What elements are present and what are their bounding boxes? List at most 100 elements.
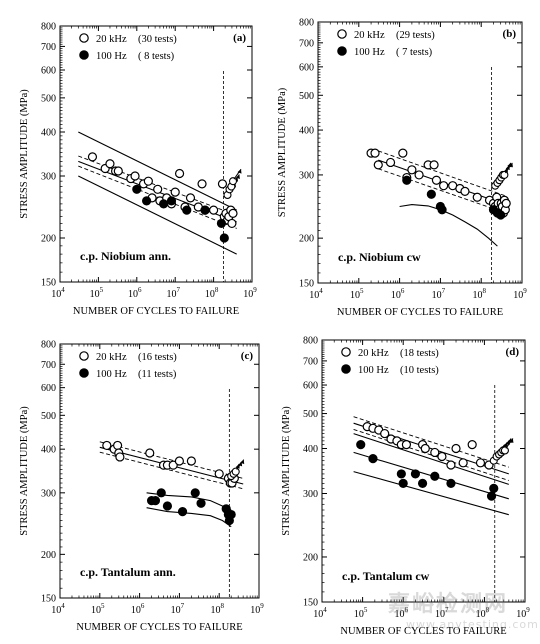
data-point-20khz (398, 148, 408, 158)
x-tick-label: 105 (90, 286, 104, 300)
data-point-20khz (501, 198, 511, 208)
data-point-20khz (467, 440, 477, 450)
data-point-20khz (209, 205, 219, 215)
x-tick-exponent: 4 (61, 286, 65, 294)
runout-arrowhead (240, 459, 245, 465)
material-label: c.p. Tantalum ann. (80, 565, 176, 579)
data-point-100hz (496, 210, 506, 220)
y-tick-label: 300 (299, 170, 314, 181)
data-point-100hz (190, 488, 200, 498)
x-tick-exponent: 9 (260, 602, 264, 610)
x-axis-label: NUMBER OF CYCLES TO FAILURE (337, 307, 503, 318)
x-tick-label: 107 (166, 286, 180, 300)
panel-label: (d) (506, 346, 520, 358)
x-tick-label: 106 (391, 287, 405, 301)
legend-test-count: (16 tests) (138, 352, 177, 363)
y-tick-label: 400 (303, 444, 318, 455)
chart-panel-1: 150 200 300 400 500 600 700 800 104 105 106 107 108 1… (19, 22, 257, 318)
data-point-20khz (153, 184, 163, 194)
confidence-band-line (378, 150, 506, 197)
x-tick-exponent: 6 (138, 286, 142, 294)
data-point-20khz (458, 458, 468, 468)
y-tick-label: 800 (41, 340, 56, 351)
y-tick-label: 200 (299, 234, 314, 245)
y-tick-label: 200 (303, 552, 318, 563)
x-axis-label: NUMBER OF CYCLES TO FAILURE (340, 626, 506, 637)
legend-marker (79, 368, 89, 378)
runout-point (500, 446, 509, 455)
data-point-20khz (105, 159, 115, 169)
panel-label: (a) (233, 32, 246, 44)
data-point-20khz (174, 168, 185, 179)
data-point-100hz (430, 471, 440, 481)
legend-marker (341, 347, 351, 357)
y-tick-label: 700 (41, 42, 56, 53)
legend-label: 100 Hz (96, 369, 127, 380)
x-tick-label: 108 (472, 287, 486, 301)
legend-test-count: ( 7 tests) (396, 47, 433, 58)
runout-point (231, 467, 240, 476)
x-tick-label: 106 (131, 602, 145, 616)
y-tick-label: 500 (303, 409, 318, 420)
data-point-100hz (426, 189, 436, 199)
data-point-20khz (380, 428, 390, 439)
y-tick-label: 500 (299, 91, 314, 102)
data-point-100hz (166, 196, 177, 206)
watermark-line-1: 嘉峪检测网 (388, 592, 509, 617)
legend-label: 100 Hz (354, 47, 385, 58)
x-tick-exponent: 8 (486, 606, 490, 614)
data-point-20khz (437, 451, 447, 462)
x-axis-label: NUMBER OF CYCLES TO FAILURE (73, 306, 239, 317)
data-point-100hz (216, 218, 227, 229)
legend-test-count: ( 8 tests) (138, 51, 175, 62)
legend-marker (337, 29, 347, 39)
legend-test-count: (18 tests) (400, 348, 439, 359)
chart-panel-3: 150 200 300 400 500 600 700 800 104 105 106 107 108 1… (19, 340, 264, 634)
material-label: c.p. Tantalum cw (342, 569, 430, 583)
legend-label: 100 Hz (96, 51, 127, 62)
x-tick-label: 105 (350, 287, 364, 301)
y-tick-label: 600 (299, 62, 314, 73)
data-point-20khz (143, 176, 153, 186)
x-tick-exponent: 9 (253, 286, 257, 294)
data-point-100hz (396, 469, 406, 479)
y-tick-label: 700 (303, 356, 318, 367)
data-point-100hz (417, 478, 428, 489)
x-tick-label: 107 (432, 287, 446, 301)
y-tick-label: 400 (41, 128, 56, 139)
x-axis-label: NUMBER OF CYCLES TO FAILURE (76, 622, 242, 633)
data-point-20khz (227, 218, 237, 229)
data-point-100hz (132, 184, 142, 194)
y-tick-label: 800 (299, 18, 314, 29)
data-point-20khz (460, 186, 470, 196)
data-point-20khz (102, 440, 112, 451)
data-point-100hz (219, 233, 229, 243)
x-tick-label: 108 (210, 602, 224, 616)
data-point-20khz (401, 440, 412, 450)
data-point-100hz (177, 507, 188, 517)
plot-frame (59, 25, 253, 283)
y-tick-label: 600 (41, 383, 56, 394)
data-point-20khz (217, 179, 228, 189)
legend-label: 20 kHz (358, 348, 389, 359)
data-point-100hz (150, 496, 161, 506)
x-tick-exponent: 9 (523, 287, 527, 295)
chart-panel-2: 150 200 300 400 500 600 700 800 104 105 106 107 108 1… (277, 18, 527, 319)
y-axis-label: STRESS AMPLITUDE (MPa) (19, 89, 30, 219)
y-tick-label: 400 (299, 126, 314, 137)
data-point-20khz (407, 165, 417, 175)
data-point-100hz (402, 175, 412, 185)
data-point-100hz (446, 478, 456, 489)
runout-point (228, 177, 238, 186)
data-point-20khz (446, 460, 456, 470)
plot-frame (59, 343, 260, 599)
fit-curve (78, 131, 237, 211)
runout-arrowhead (509, 438, 514, 443)
y-tick-label: 300 (41, 488, 56, 499)
data-point-20khz (197, 179, 207, 189)
x-tick-label: 109 (243, 286, 257, 300)
y-axis-label: STRESS AMPLITUDE (MPa) (277, 87, 288, 217)
data-point-20khz (420, 443, 430, 454)
x-tick-label: 107 (171, 602, 185, 616)
